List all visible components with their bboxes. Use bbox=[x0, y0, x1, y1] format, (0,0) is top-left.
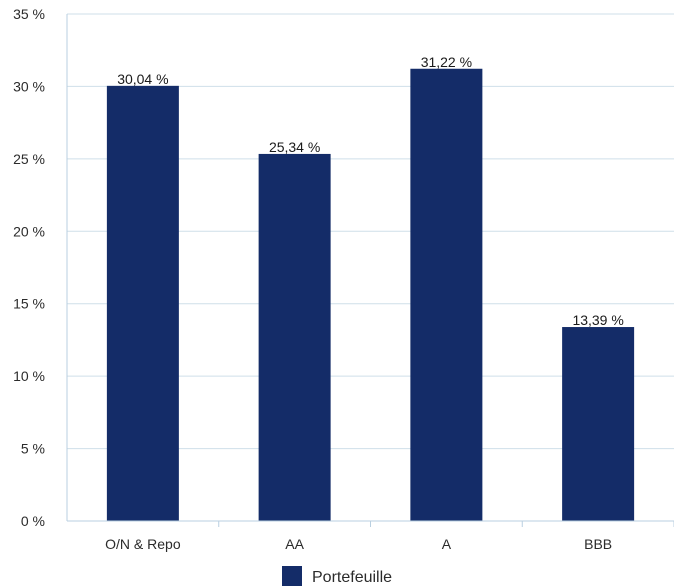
y-tick-label: 30 % bbox=[13, 78, 45, 94]
bar bbox=[410, 68, 483, 522]
legend: Portefeuille bbox=[282, 566, 392, 586]
data-label: 25,34 % bbox=[269, 139, 320, 155]
bar bbox=[258, 153, 331, 521]
data-label: 30,04 % bbox=[117, 71, 168, 87]
bar bbox=[562, 327, 635, 521]
y-tick-label: 15 % bbox=[13, 296, 45, 312]
y-tick-label: 20 % bbox=[13, 223, 45, 239]
legend-label: Portefeuille bbox=[312, 569, 392, 586]
y-tick-label: 35 % bbox=[13, 6, 45, 22]
y-tick-label: 5 % bbox=[21, 441, 45, 457]
y-tick-label: 25 % bbox=[13, 151, 45, 167]
data-label: 31,22 % bbox=[421, 54, 472, 70]
x-tick-label: O/N & Repo bbox=[105, 536, 181, 552]
y-axis: 0 % 5 % 10 % 15 % 20 % 25 % 30 % 35 % bbox=[13, 6, 68, 529]
data-label: 13,39 % bbox=[572, 312, 623, 328]
y-tick-label: 0 % bbox=[21, 513, 45, 529]
y-tick-label: 10 % bbox=[13, 368, 45, 384]
x-tick-label: A bbox=[442, 536, 452, 552]
x-axis: O/N & Repo AA A BBB bbox=[67, 520, 674, 552]
legend-swatch bbox=[282, 566, 302, 586]
x-tick-label: AA bbox=[285, 536, 304, 552]
bar bbox=[106, 85, 179, 521]
x-tick-label: BBB bbox=[584, 536, 612, 552]
bars: 30,04 % 25,34 % 31,22 % 13,39 % bbox=[106, 54, 635, 522]
